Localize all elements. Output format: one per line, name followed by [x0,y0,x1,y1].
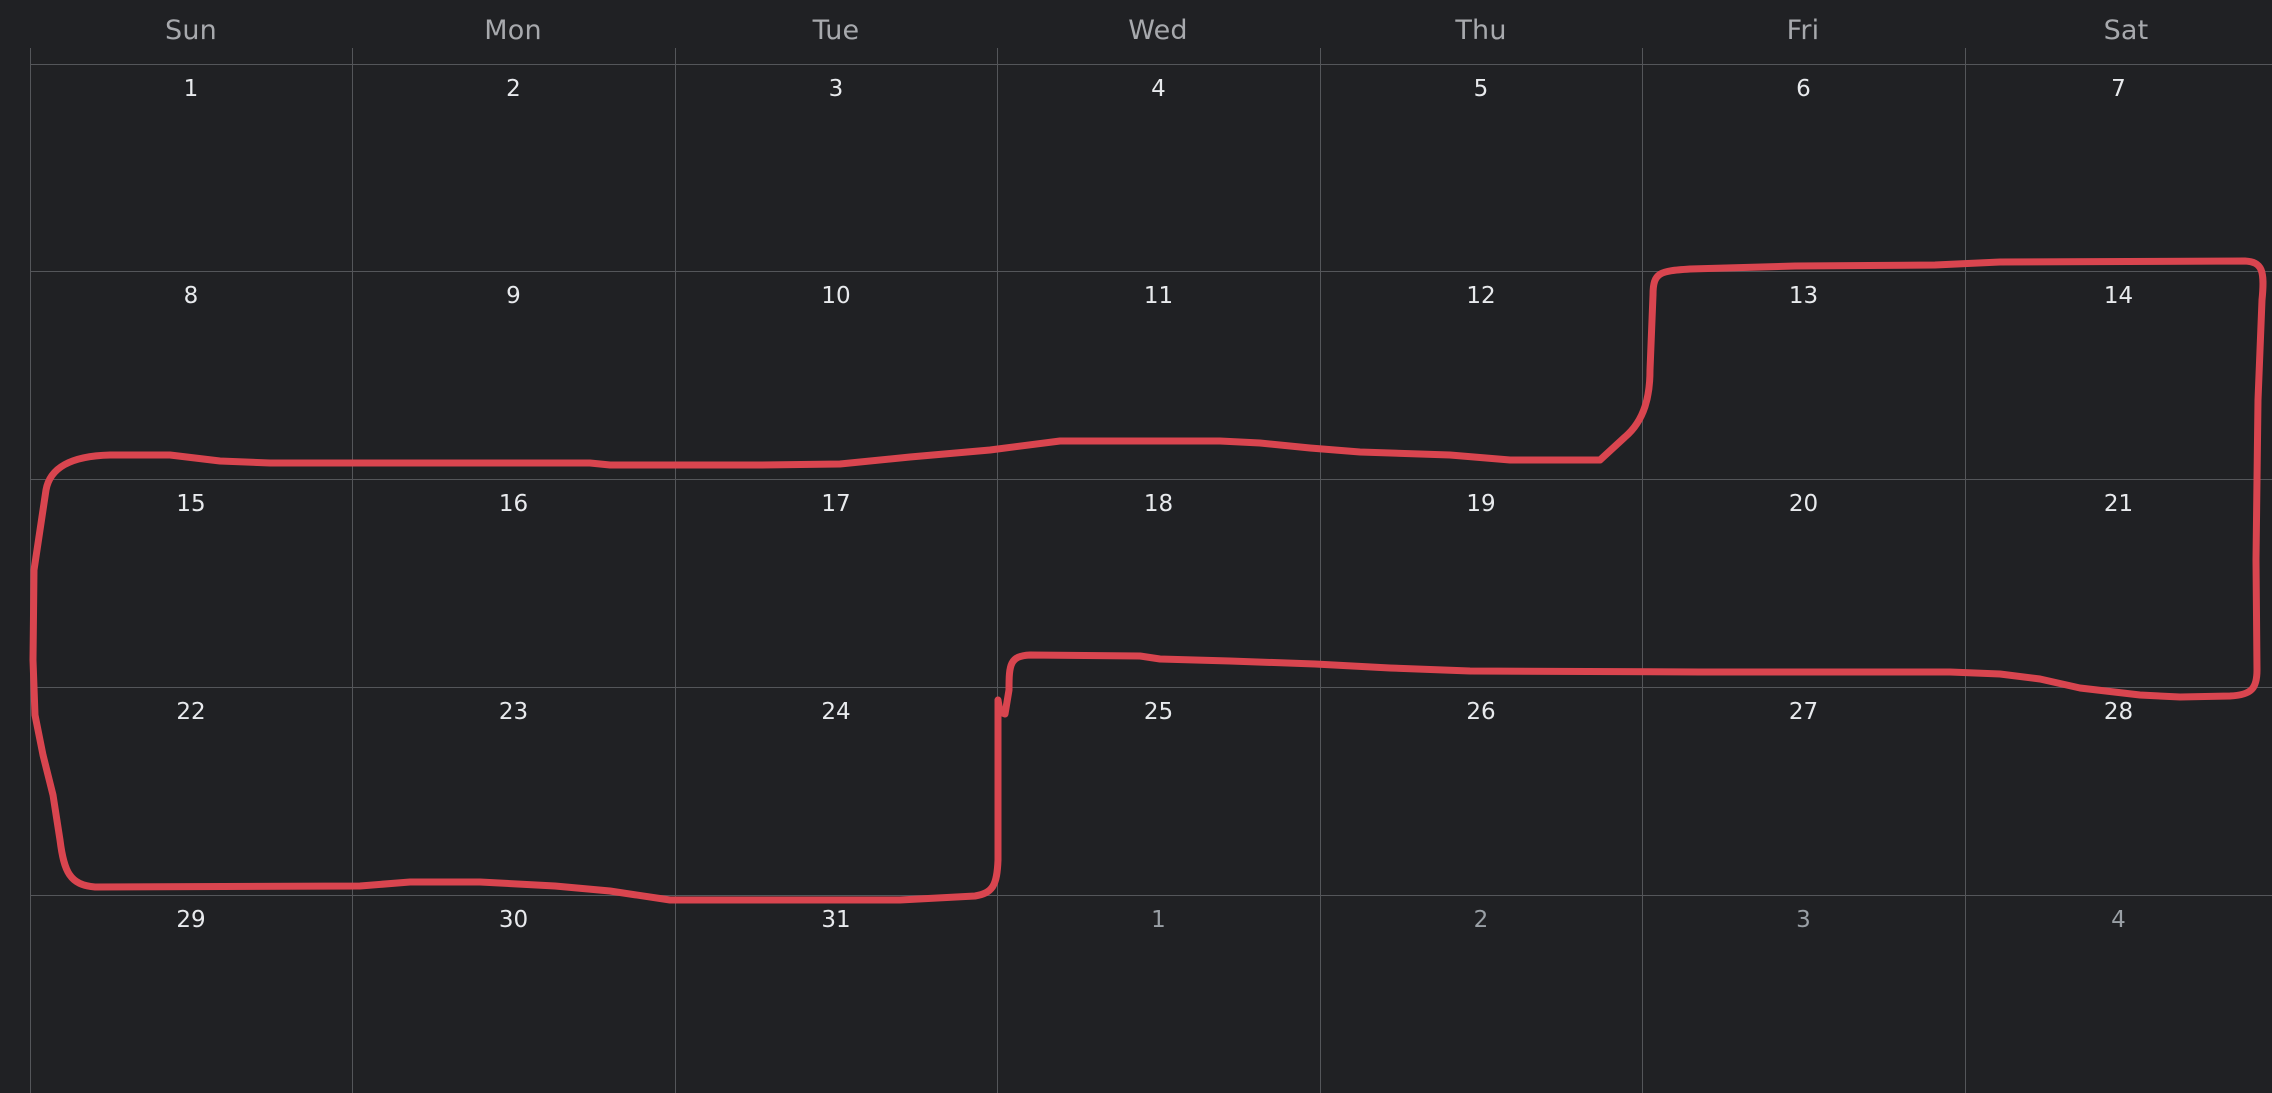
weekday-header-row: Sun Mon Tue Wed Thu Fri Sat [0,0,2272,64]
weekday-header-thu: Thu [1455,15,1507,46]
calendar-day-cell[interactable]: 20 [1642,479,1965,687]
day-number: 24 [821,699,851,725]
calendar-day-cell[interactable]: 1 [997,895,1320,1093]
day-number: 2 [1473,907,1489,933]
day-number: 25 [1143,699,1174,725]
day-number: 8 [183,283,199,309]
calendar-day-cell[interactable]: 27 [1642,687,1965,895]
calendar-day-cell[interactable]: 14 [1965,271,2272,479]
calendar-day-cell[interactable]: 13 [1642,271,1965,479]
calendar-day-cell[interactable]: 22 [30,687,352,895]
day-number: 18 [1143,491,1174,517]
day-number: 10 [821,283,851,309]
day-number: 3 [1796,907,1811,933]
day-number: 4 [2111,907,2126,933]
day-number: 20 [1788,491,1819,517]
day-number: 2 [506,76,521,102]
calendar-day-cell[interactable]: 6 [1642,64,1965,271]
weekday-header-tue: Tue [812,15,860,46]
calendar-day-cell[interactable]: 15 [30,479,352,687]
weekday-header-sun: Sun [165,15,217,46]
day-number: 7 [2111,76,2126,102]
day-number: 28 [2103,699,2134,725]
calendar-day-cell[interactable]: 3 [1642,895,1965,1093]
day-number: 22 [176,699,206,725]
day-number: 6 [1796,76,1811,102]
day-number: 14 [2103,283,2134,309]
day-number: 29 [176,907,206,933]
day-number: 3 [828,76,844,102]
day-number: 15 [176,491,206,517]
calendar-day-cell[interactable]: 3 [675,64,997,271]
calendar-day-cell[interactable]: 4 [997,64,1320,271]
calendar-day-cell[interactable]: 19 [1320,479,1642,687]
calendar-day-cell[interactable]: 9 [352,271,675,479]
calendar-day-cell[interactable]: 26 [1320,687,1642,895]
day-number: 5 [1473,76,1489,102]
calendar-day-cell[interactable]: 7 [1965,64,2272,271]
calendar-day-cell[interactable]: 11 [997,271,1320,479]
weekday-header-wed: Wed [1128,15,1188,46]
calendar-day-cell[interactable]: 2 [1320,895,1642,1093]
day-number: 1 [183,76,199,102]
calendar-day-cell[interactable]: 10 [675,271,997,479]
day-number: 23 [498,699,529,725]
calendar-day-cell[interactable]: 16 [352,479,675,687]
day-number: 4 [1151,76,1166,102]
calendar-day-cell[interactable]: 5 [1320,64,1642,271]
day-number: 11 [1143,283,1174,309]
calendar-day-cell[interactable]: 31 [675,895,997,1093]
calendar-day-cell[interactable]: 8 [30,271,352,479]
weekday-header-fri: Fri [1786,15,1820,46]
day-number: 17 [821,491,851,517]
day-number: 26 [1466,699,1496,725]
calendar-day-cell[interactable]: 17 [675,479,997,687]
calendar-day-cell[interactable]: 23 [352,687,675,895]
day-number: 1 [1151,907,1166,933]
calendar-day-cell[interactable]: 4 [1965,895,2272,1093]
calendar-day-cell[interactable]: 28 [1965,687,2272,895]
calendar-day-cell[interactable]: 29 [30,895,352,1093]
grid-row-divider [30,64,2272,65]
weekday-header-mon: Mon [484,15,542,46]
day-number: 13 [1788,283,1819,309]
calendar-day-cell[interactable]: 24 [675,687,997,895]
calendar-day-cell[interactable]: 1 [30,64,352,271]
calendar-day-cell[interactable]: 30 [352,895,675,1093]
day-number: 30 [498,907,529,933]
calendar-day-cell[interactable]: 2 [352,64,675,271]
calendar-day-cell[interactable]: 21 [1965,479,2272,687]
day-number: 9 [506,283,521,309]
day-number: 21 [2103,491,2134,517]
day-number: 31 [821,907,851,933]
calendar-day-cell[interactable]: 25 [997,687,1320,895]
day-number: 19 [1466,491,1496,517]
calendar-day-cell[interactable]: 12 [1320,271,1642,479]
day-number: 16 [498,491,529,517]
weekday-header-sat: Sat [2103,15,2149,46]
calendar-day-cell[interactable]: 18 [997,479,1320,687]
day-number: 12 [1466,283,1496,309]
day-number: 27 [1788,699,1819,725]
